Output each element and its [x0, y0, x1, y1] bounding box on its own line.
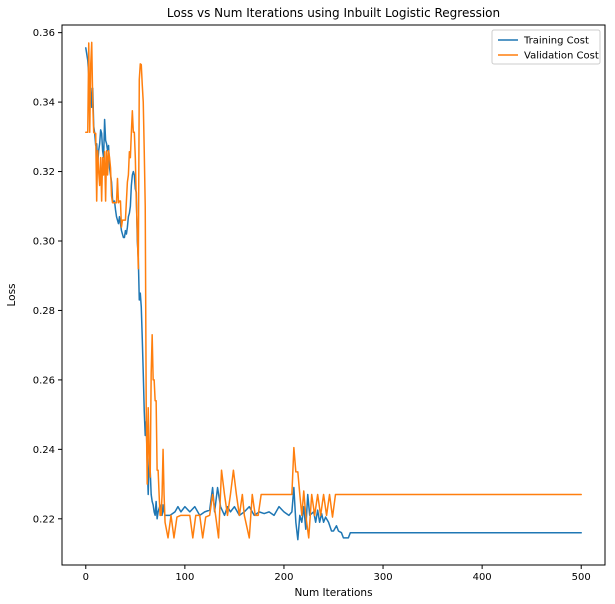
x-tick-label: 100 — [175, 572, 194, 583]
x-tick-label: 500 — [572, 572, 591, 583]
y-axis-label: Loss — [6, 283, 18, 306]
y-tick-label: 0.32 — [33, 167, 55, 178]
x-axis-ticks: 0 100 200 300 400 500 — [83, 565, 591, 583]
series-group — [85, 41, 582, 541]
legend-box — [491, 29, 601, 65]
y-axis-ticks: 0.22 0.24 0.26 0.28 0.30 0.32 0.34 0.36 — [33, 28, 62, 525]
plot-frame — [61, 24, 606, 566]
x-tick-label: 400 — [473, 572, 492, 583]
legend: Training Cost Validation Cost — [491, 29, 601, 65]
y-tick-label: 0.36 — [33, 28, 55, 39]
legend-label-validation-cost: Validation Cost — [524, 51, 599, 62]
x-axis-label: Num Iterations — [294, 587, 372, 599]
y-tick-label: 0.22 — [33, 514, 55, 525]
x-tick-label: 0 — [83, 572, 89, 583]
y-tick-label: 0.24 — [33, 445, 55, 456]
y-tick-label: 0.30 — [33, 237, 55, 248]
chart-title: Loss vs Num Iterations using Inbuilt Log… — [167, 6, 500, 20]
x-tick-label: 200 — [274, 572, 293, 583]
y-tick-label: 0.34 — [33, 98, 55, 109]
legend-label-training-cost: Training Cost — [523, 36, 589, 47]
series-line-validation-cost — [85, 41, 582, 539]
x-tick-label: 300 — [373, 572, 392, 583]
y-tick-label: 0.28 — [33, 306, 55, 317]
y-tick-label: 0.26 — [33, 375, 55, 386]
